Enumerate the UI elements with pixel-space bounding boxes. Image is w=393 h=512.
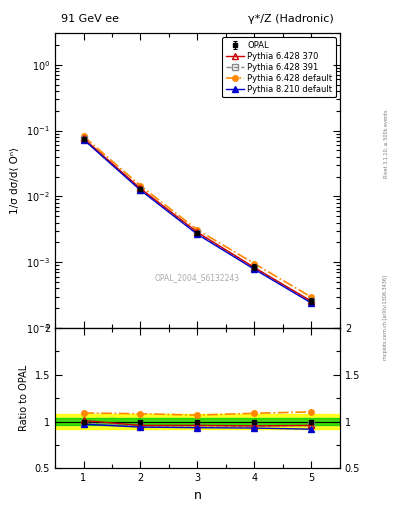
Text: γ*/Z (Hadronic): γ*/Z (Hadronic) — [248, 14, 334, 25]
Pythia 6.428 default — [309, 294, 314, 300]
Text: Rivet 3.1.10, ≥ 500k events: Rivet 3.1.10, ≥ 500k events — [384, 109, 388, 178]
Legend: OPAL, Pythia 6.428 370, Pythia 6.428 391, Pythia 6.428 default, Pythia 8.210 def: OPAL, Pythia 6.428 370, Pythia 6.428 391… — [222, 37, 336, 97]
Pythia 6.428 370 — [309, 298, 314, 305]
Pythia 6.428 370 — [81, 135, 86, 141]
Bar — [55, 418, 340, 425]
Pythia 6.428 default — [252, 261, 257, 267]
Pythia 8.210 default — [252, 266, 257, 272]
Pythia 6.428 391 — [81, 136, 86, 142]
Pythia 6.428 370 — [195, 229, 200, 236]
Pythia 8.210 default — [81, 137, 86, 143]
Pythia 8.210 default — [309, 300, 314, 306]
Line: Pythia 8.210 default: Pythia 8.210 default — [81, 137, 314, 306]
Pythia 6.428 default — [138, 183, 143, 189]
Pythia 6.428 391 — [309, 298, 314, 305]
X-axis label: n: n — [193, 489, 202, 502]
Text: OPAL_2004_S6132243: OPAL_2004_S6132243 — [155, 273, 240, 283]
Line: Pythia 6.428 default: Pythia 6.428 default — [81, 134, 314, 300]
Pythia 6.428 391 — [138, 186, 143, 193]
Pythia 6.428 default — [81, 133, 86, 139]
Pythia 6.428 370 — [252, 265, 257, 271]
Y-axis label: 1/σ dσ/d⟨ Oⁿ⟩: 1/σ dσ/d⟨ Oⁿ⟩ — [10, 147, 20, 214]
Line: Pythia 6.428 391: Pythia 6.428 391 — [81, 136, 314, 304]
Line: Pythia 6.428 370: Pythia 6.428 370 — [81, 136, 314, 304]
Pythia 6.428 391 — [252, 265, 257, 271]
Bar — [55, 414, 340, 429]
Pythia 6.428 370 — [138, 185, 143, 191]
Text: 91 GeV ee: 91 GeV ee — [61, 14, 119, 25]
Pythia 6.428 391 — [195, 230, 200, 237]
Text: mcplots.cern.ch [arXiv:1306.3436]: mcplots.cern.ch [arXiv:1306.3436] — [384, 275, 388, 360]
Y-axis label: Ratio to OPAL: Ratio to OPAL — [19, 365, 29, 432]
Pythia 8.210 default — [138, 187, 143, 194]
Pythia 6.428 default — [195, 227, 200, 233]
Pythia 8.210 default — [195, 231, 200, 238]
